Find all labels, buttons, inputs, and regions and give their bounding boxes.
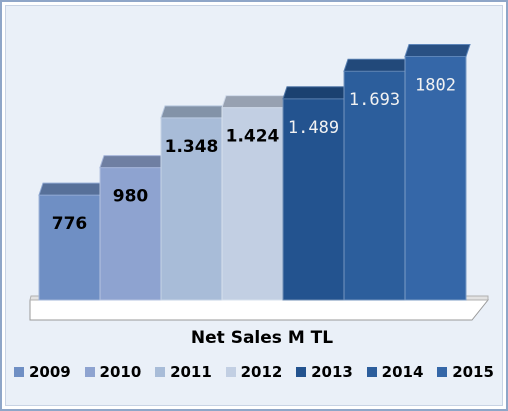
legend: 2009 2010 2011 2012 2013 2014 2015 — [14, 360, 494, 384]
legend-item-2012: 2012 — [225, 363, 283, 381]
bar-2009 — [38, 182, 105, 301]
legend-swatch — [14, 367, 24, 377]
data-label-2015: 1802 — [415, 75, 456, 95]
legend-item-2015: 2015 — [437, 363, 494, 381]
bar-2010 — [99, 155, 166, 301]
bar-top-2014 — [343, 58, 410, 72]
legend-label: 2013 — [311, 363, 353, 381]
legend-item-2014: 2014 — [366, 363, 424, 381]
data-label-2013: 1.489 — [288, 118, 339, 138]
bar-2015 — [404, 43, 471, 301]
bar-front-2012 — [221, 107, 284, 301]
bar-front-2015 — [404, 55, 467, 301]
bar-top-2012 — [221, 95, 288, 109]
data-label-group: 776 980 1.348 1.424 1.489 1.693 1802 — [52, 75, 456, 234]
data-label-2009: 776 — [52, 214, 88, 234]
legend-label: 2009 — [29, 363, 71, 381]
bar-front-2014 — [343, 70, 406, 301]
bar-front-2009 — [38, 194, 101, 301]
legend-label: 2012 — [240, 363, 283, 381]
bar-top-2013 — [282, 86, 349, 100]
legend-item-2009: 2009 — [14, 363, 71, 381]
legend-swatch — [296, 367, 307, 377]
legend-swatch — [437, 367, 448, 377]
bar-front-2010 — [99, 167, 162, 301]
bar-top-2010 — [99, 155, 166, 169]
legend-swatch — [225, 367, 236, 377]
bar-front-2011 — [160, 117, 223, 301]
legend-item-2010: 2010 — [84, 363, 142, 381]
chart-title: Net Sales M TL — [191, 328, 333, 348]
legend-label: 2010 — [99, 363, 142, 381]
bar-2014 — [343, 58, 410, 301]
legend-label: 2011 — [170, 363, 212, 381]
legend-swatch — [84, 367, 95, 377]
legend-item-2013: 2013 — [296, 363, 353, 381]
bar-top-2015 — [404, 43, 471, 57]
bar-2011 — [160, 105, 227, 301]
bar-group — [38, 43, 471, 301]
legend-swatch — [155, 367, 166, 377]
bar-2012 — [221, 95, 288, 301]
legend-label: 2014 — [381, 363, 424, 381]
bar-top-2009 — [38, 182, 105, 196]
data-label-2012: 1.424 — [226, 127, 280, 147]
data-label-2010: 980 — [113, 187, 149, 207]
bar-top-2011 — [160, 105, 227, 119]
legend-swatch — [366, 367, 377, 377]
data-label-2011: 1.348 — [165, 137, 219, 157]
chart-floor-face — [29, 299, 490, 321]
data-label-2014: 1.693 — [349, 90, 400, 110]
legend-label: 2015 — [452, 363, 494, 381]
bar-2013 — [282, 86, 349, 301]
legend-item-2011: 2011 — [155, 363, 212, 381]
